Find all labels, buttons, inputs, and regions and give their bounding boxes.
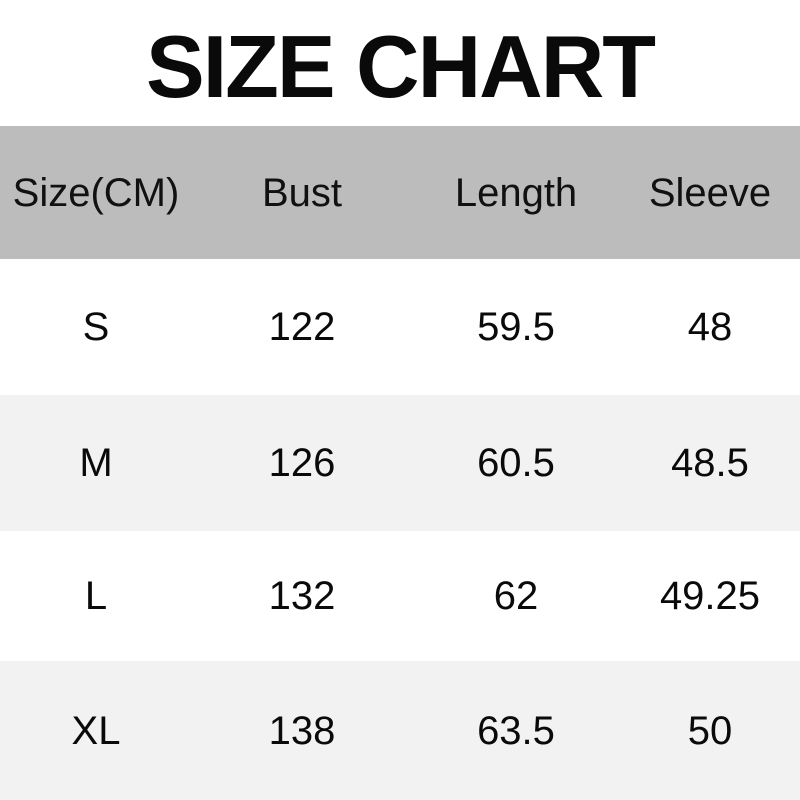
cell-length: 62 <box>493 574 539 618</box>
column-header-sleeve: Sleeve <box>648 170 772 215</box>
column-header-size: Size(CM) <box>12 170 180 215</box>
table-row-m: M 126 60.5 48.5 <box>0 395 800 531</box>
table-row-xl: XL 138 63.5 50 <box>0 661 800 800</box>
column-header-bust: Bust <box>261 170 343 215</box>
cell-bust: 126 <box>268 441 336 485</box>
cell-length: 63.5 <box>477 708 555 753</box>
cell-sleeve: 48 <box>687 305 733 349</box>
cell-size: L <box>84 574 108 618</box>
cell-length: 60.5 <box>477 441 555 485</box>
cell-size: S <box>82 305 110 349</box>
cell-bust: 122 <box>268 305 336 349</box>
cell-bust: 132 <box>268 574 336 618</box>
column-header-length: Length <box>454 170 578 215</box>
cell-sleeve: 49.25 <box>659 574 761 618</box>
cell-sleeve: 50 <box>687 708 733 753</box>
cell-size: XL <box>71 708 121 753</box>
cell-length: 59.5 <box>477 305 555 349</box>
cell-size: M <box>79 441 113 485</box>
title-area: SIZE CHART <box>0 0 800 126</box>
size-table: Size(CM) Bust Length Sleeve S 122 59.5 4… <box>0 126 800 800</box>
table-header-row: Size(CM) Bust Length Sleeve <box>0 126 800 259</box>
cell-sleeve: 48.5 <box>671 441 749 485</box>
page-title: SIZE CHART <box>146 17 656 116</box>
table-row-s: S 122 59.5 48 <box>0 259 800 395</box>
cell-bust: 138 <box>268 708 336 753</box>
table-row-l: L 132 62 49.25 <box>0 531 800 661</box>
